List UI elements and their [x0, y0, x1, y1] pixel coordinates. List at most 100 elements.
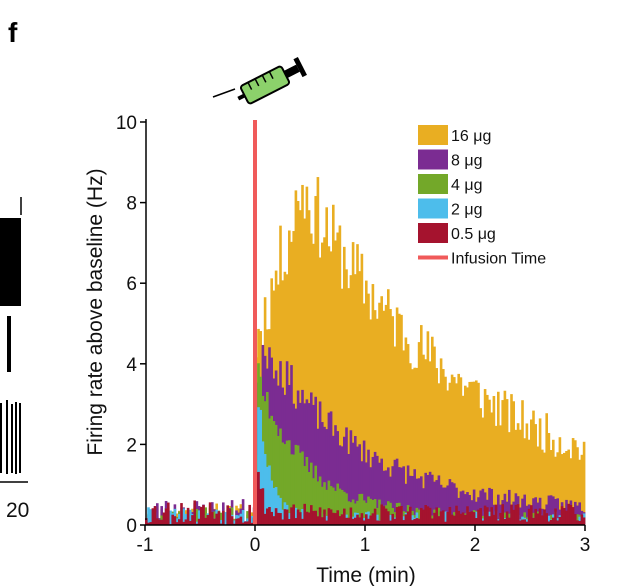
histogram-bar [545, 513, 548, 525]
histogram-bar [420, 476, 423, 525]
histogram-bar [248, 504, 251, 525]
histogram-bar [409, 475, 412, 525]
histogram-bar [274, 508, 278, 525]
histogram-bar [457, 510, 460, 525]
histogram-bar [338, 488, 342, 525]
histogram-bar [389, 520, 392, 525]
histogram-bar [301, 184, 304, 525]
histogram-bar [406, 511, 410, 525]
histogram-bar [547, 495, 551, 525]
histogram-bar [488, 399, 491, 525]
histogram-bar [158, 519, 161, 525]
histogram-bar [268, 465, 271, 525]
histogram-bar [369, 498, 372, 525]
histogram-bar [558, 437, 562, 525]
histogram-bar [347, 517, 350, 525]
fragment-raster-block [0, 218, 21, 306]
histogram-bar [378, 499, 381, 525]
histogram-bar [307, 210, 311, 525]
histogram-bar [475, 380, 478, 525]
histogram-bar [387, 467, 390, 525]
histogram-bar [547, 521, 551, 525]
histogram-bar [292, 504, 295, 525]
histogram-bar [503, 493, 507, 525]
histogram-bar [195, 509, 199, 525]
histogram-bar [299, 452, 302, 525]
histogram-bar [505, 511, 509, 525]
histogram-bar [340, 514, 344, 525]
histogram-bar [301, 518, 304, 525]
histogram-bar [549, 519, 553, 525]
histogram-bar [536, 446, 540, 525]
histogram-bar [316, 481, 320, 525]
histogram-bar [497, 494, 500, 525]
histogram-bar [411, 520, 414, 525]
y-tick-label: 0 [126, 516, 137, 537]
legend-swatch [418, 198, 448, 219]
histogram-bar [420, 325, 423, 525]
histogram-bar [450, 482, 454, 525]
histogram-bar [299, 210, 302, 525]
histogram-bar [424, 472, 427, 525]
histogram-bar [532, 517, 535, 525]
histogram-bar [422, 488, 425, 525]
histogram-bar [169, 510, 172, 525]
histogram-bar [398, 506, 401, 525]
histogram-bar [380, 296, 383, 525]
histogram-bar [272, 421, 276, 525]
legend-label: 4 μg [451, 177, 482, 194]
histogram-bar [527, 439, 531, 525]
histogram-bar [303, 503, 306, 525]
histogram-bar [508, 432, 511, 525]
histogram-bar [569, 504, 573, 525]
histogram-bar [437, 383, 441, 525]
histogram-bar [402, 350, 405, 525]
y-tick-label: 6 [126, 274, 137, 295]
histogram-bar [525, 521, 529, 525]
histogram-bar [263, 454, 267, 525]
histogram-bar [349, 430, 353, 525]
histogram-bar [362, 520, 366, 525]
histogram-bar [318, 257, 322, 525]
histogram-bar [523, 438, 526, 525]
histogram-bar [395, 507, 399, 525]
histogram-bar [446, 485, 449, 525]
histogram-bar [360, 493, 364, 525]
histogram-bar [343, 436, 346, 525]
histogram-bar [147, 507, 150, 525]
histogram-bar [527, 508, 531, 525]
histogram-bar [534, 508, 537, 525]
histogram-bar [279, 513, 282, 525]
histogram-bar [369, 319, 372, 525]
histogram-bar [523, 494, 526, 525]
histogram-bar [459, 491, 463, 525]
histogram-bar [571, 438, 575, 525]
histogram-bar [292, 231, 295, 525]
histogram-bar [288, 440, 291, 525]
histogram-bar [523, 519, 526, 525]
histogram-bar [259, 409, 262, 525]
histogram-bar [472, 489, 476, 525]
histogram-bar [574, 501, 577, 525]
histogram-bar [360, 513, 364, 525]
histogram-bar [272, 487, 276, 525]
histogram-bar [400, 467, 403, 525]
histogram-bar [501, 400, 504, 525]
histogram-bar [283, 444, 287, 525]
histogram-bar [268, 507, 271, 525]
histogram-bar [494, 504, 498, 525]
histogram-bar [354, 274, 357, 525]
histogram-bar [200, 506, 203, 525]
histogram-bar [222, 510, 225, 525]
histogram-bar [332, 435, 335, 525]
histogram-bar [446, 390, 449, 525]
histogram-bar [301, 451, 304, 525]
histogram-bar [384, 470, 388, 525]
histogram-bar [558, 516, 562, 525]
histogram-bar [433, 346, 436, 525]
histogram-bar [246, 511, 249, 525]
histogram-bar [431, 474, 434, 525]
histogram-bar [195, 521, 199, 525]
histogram-bar [481, 488, 485, 525]
histogram-bar [371, 500, 375, 525]
